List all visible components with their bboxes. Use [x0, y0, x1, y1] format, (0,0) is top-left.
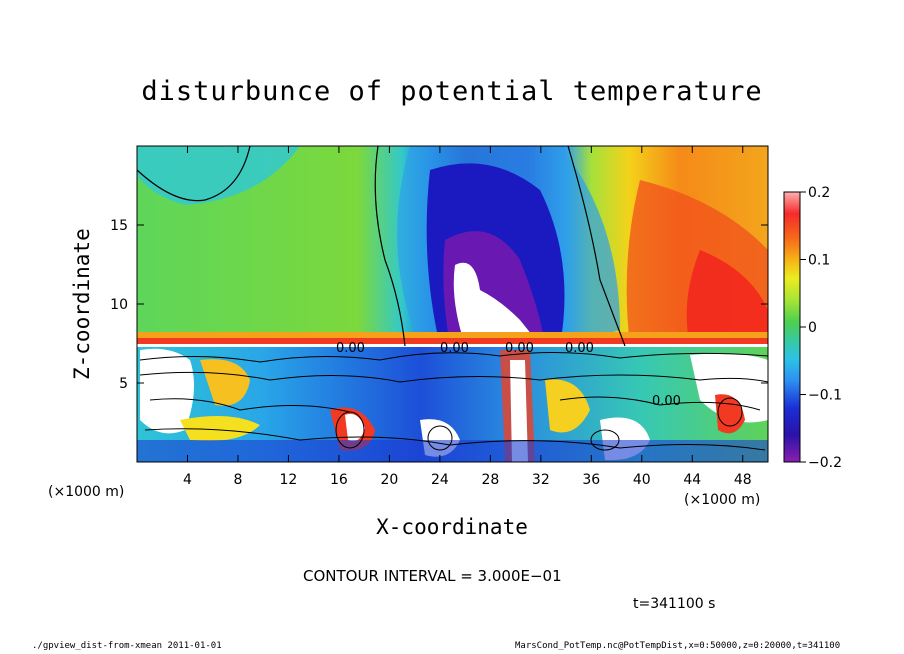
- time-label: t=341100 s: [633, 596, 716, 612]
- y-tick-label: 15: [110, 218, 128, 234]
- x-tick-label: 20: [380, 472, 398, 488]
- x-axis-label: X-coordinate: [376, 515, 528, 539]
- chart-title: disturbunce of potential temperature: [141, 76, 763, 107]
- contour-interval-label: CONTOUR INTERVAL = 3.000E−01: [303, 567, 562, 585]
- x-axis: 4 8 12 16 20 24 28 32 36 40 44 48: [183, 146, 752, 488]
- x-tick-label: 24: [431, 472, 449, 488]
- colorbar-axis: 0.2 0.1 0 −0.1 −0.2: [800, 185, 842, 471]
- contour-label: 0.00: [652, 394, 681, 409]
- x-unit-label-left: (×1000 m): [48, 484, 125, 500]
- footer-source-label: MarsCond_PotTemp.nc@PotTempDist,x=0:5000…: [515, 641, 841, 651]
- colorbar-tick-label: 0.2: [808, 185, 830, 201]
- x-tick-label: 12: [280, 472, 298, 488]
- footer-script-label: ./gpview_dist-from-xmean 2011-01-01: [32, 641, 222, 651]
- x-tick-label: 48: [734, 472, 752, 488]
- x-tick-label: 16: [330, 472, 348, 488]
- heatmap-field: [137, 146, 768, 462]
- colorbar: [783, 191, 801, 463]
- x-tick-label: 28: [481, 472, 499, 488]
- x-tick-label: 4: [183, 472, 192, 488]
- y-tick-label: 5: [119, 376, 128, 392]
- x-unit-label-right: (×1000 m): [684, 492, 761, 508]
- colorbar-tick-label: 0.1: [808, 253, 830, 269]
- x-tick-label: 8: [233, 472, 242, 488]
- contour-label: 0.00: [440, 341, 469, 356]
- x-tick-label: 36: [582, 472, 600, 488]
- colorbar-tick-label: −0.2: [808, 455, 842, 471]
- contour-label: 0.00: [336, 341, 365, 356]
- x-tick-label: 44: [683, 472, 701, 488]
- y-tick-label: 10: [110, 297, 128, 313]
- y-axis-label: Z-coordinate: [70, 228, 94, 380]
- colorbar-tick-label: −0.1: [808, 388, 842, 404]
- y-axis: 5 10 15: [110, 218, 768, 392]
- x-tick-label: 40: [633, 472, 651, 488]
- colorbar-tick-label: 0: [808, 320, 817, 336]
- x-tick-label: 32: [532, 472, 550, 488]
- contour-label: 0.00: [565, 341, 594, 356]
- contour-label: 0.00: [505, 341, 534, 356]
